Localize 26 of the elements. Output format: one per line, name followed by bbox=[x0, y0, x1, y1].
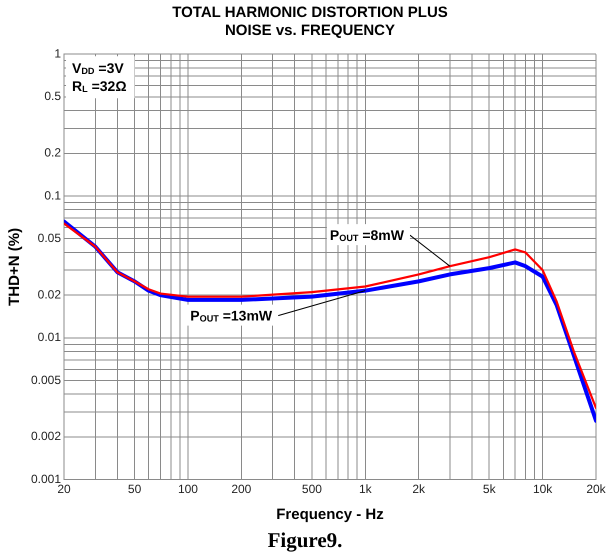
x-tick-label: 100 bbox=[178, 482, 198, 496]
annotation: VDD =3V bbox=[72, 60, 124, 76]
series-label: POUT =13mW bbox=[190, 308, 273, 324]
chart-title: TOTAL HARMONIC DISTORTION PLUS NOISE vs. FREQUENCY bbox=[171, 3, 449, 41]
x-tick-label: 200 bbox=[231, 482, 252, 496]
x-tick-label: 1k bbox=[358, 482, 373, 496]
y-axis-title: THD+N (%) bbox=[6, 228, 24, 306]
x-tick-label: 5k bbox=[482, 482, 497, 496]
text: POUT =8mW bbox=[330, 227, 405, 244]
y-tick-label: 0.005 bbox=[31, 372, 62, 387]
x-axis-title: Frequency - Hz bbox=[276, 506, 384, 524]
y-tick-label: 0.01 bbox=[38, 330, 62, 344]
x-tick-label: 20k bbox=[586, 482, 607, 496]
x-tick-label: 2k bbox=[412, 482, 426, 496]
x-tick-label: 500 bbox=[302, 482, 322, 496]
y-tick-label: 0.5 bbox=[44, 89, 62, 104]
y-tick-label: 1 bbox=[54, 46, 62, 61]
y-tick-label: 0.002 bbox=[31, 429, 62, 444]
y-tick-label: 0.2 bbox=[44, 146, 62, 160]
x-tick-label: 50 bbox=[128, 482, 142, 496]
caption: Figure9. bbox=[266, 528, 344, 552]
y-tick-label: 0.1 bbox=[44, 188, 62, 202]
y-tick-label: 0.05 bbox=[38, 231, 62, 245]
annotation: RL =32Ω bbox=[72, 78, 127, 94]
y-tick-label: 0.02 bbox=[38, 287, 62, 302]
x-tick-label: 10k bbox=[532, 482, 554, 496]
